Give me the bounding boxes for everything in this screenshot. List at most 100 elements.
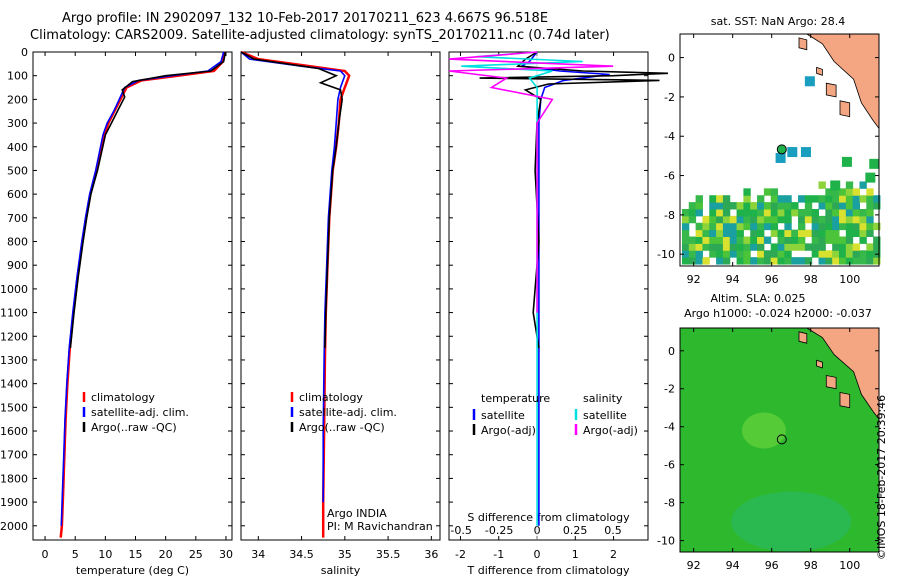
sst-pixel [852, 195, 860, 203]
x2-axis-label: S difference from climatology [467, 511, 630, 524]
sst-pixel [845, 181, 854, 189]
sst-pixel [695, 202, 703, 210]
sst-pixel [688, 243, 697, 251]
sst-pixel [832, 229, 840, 238]
legend-label: climatology [299, 391, 363, 404]
sst-pixel [736, 202, 744, 210]
sst-pixel [702, 257, 710, 265]
sst-pixel [722, 215, 731, 224]
sst-pixel [859, 229, 867, 238]
sst-pixel [832, 236, 840, 244]
x2-tick-label: 0.5 [604, 524, 622, 537]
sst-pixel [839, 222, 847, 231]
sst-pixel [784, 257, 792, 265]
x-tick-label: 2 [610, 548, 617, 561]
sst-pixel [832, 222, 840, 231]
sst-pixel [722, 195, 731, 203]
sst-pixel [716, 215, 724, 224]
lat-tick-label: -10 [657, 535, 675, 548]
sst-pixel [852, 229, 860, 238]
y-tick-label: 1100 [0, 307, 28, 320]
sst-pixel [818, 181, 826, 189]
sst-pixel [852, 250, 860, 258]
sst-pixel [777, 250, 785, 258]
y-tick-label: 1600 [0, 425, 28, 438]
sst-pixel [716, 229, 724, 238]
sst-pixel [784, 222, 792, 231]
sst-map-title: sat. SST: NaN Argo: 28.4 [711, 15, 845, 28]
sst-pixel [784, 195, 792, 203]
sst-pixel [839, 236, 847, 244]
sst-pixel [702, 229, 710, 238]
sst-pixel [709, 229, 717, 238]
sst-pixel [818, 202, 826, 210]
sst-pixel [841, 156, 852, 167]
x-tick-label: 20 [159, 548, 173, 561]
x-tick-label: -1 [493, 548, 504, 561]
sst-pixel [839, 188, 847, 196]
lon-tick-label: 98 [804, 273, 818, 286]
sst-pixel [811, 222, 820, 231]
plot-frame [32, 51, 233, 541]
sst-pixel [722, 202, 731, 210]
sst-pixel [688, 215, 697, 224]
sst-pixel [859, 215, 867, 224]
sst-pixel [763, 222, 772, 231]
sst-pixel [743, 222, 751, 231]
sst-pixel [873, 236, 881, 244]
sst-pixel [784, 208, 792, 217]
sst-pixel [763, 188, 772, 196]
sst-pixel [818, 229, 826, 238]
sst-pixel [845, 229, 854, 238]
sst-pixel [709, 202, 717, 210]
sst-pixel [804, 195, 813, 203]
sst-pixel [798, 222, 806, 231]
sst-pixel [852, 208, 860, 217]
sst-pixel [791, 243, 799, 251]
sst-pixel [709, 250, 717, 258]
lat-tick-label: 0 [668, 345, 675, 358]
legend-label: satellite [481, 409, 525, 422]
map-frame [679, 33, 880, 267]
sst-pixel [736, 250, 744, 258]
sst-pixel [722, 222, 731, 231]
sst-pixel [873, 257, 881, 265]
sst-pixel [757, 236, 765, 244]
sst-pixel [832, 208, 840, 217]
map-frame [679, 327, 880, 553]
sst-pixel [729, 222, 738, 231]
x-tick-label: 10 [98, 548, 112, 561]
sst-pixel [770, 250, 779, 258]
plot-frame [448, 51, 649, 541]
land-island [825, 375, 837, 390]
sst-pixel [763, 236, 772, 244]
lat-tick-label: -8 [664, 209, 675, 222]
legend-label: Argo(..raw -QC) [91, 421, 177, 434]
sst-pixel [695, 250, 703, 258]
sst-pixel [804, 202, 813, 210]
sst-pixel [830, 180, 841, 191]
sst-pixel [770, 215, 779, 224]
sst-pixel [709, 195, 717, 203]
sst-pixel [777, 229, 785, 238]
sst-pixel [770, 243, 779, 251]
sst-pixel [729, 202, 738, 210]
sst-pixel [688, 250, 697, 258]
sst-pixel [859, 181, 867, 189]
land-island [798, 37, 808, 51]
lat-tick-label: -4 [664, 130, 675, 143]
sst-pixel [736, 236, 744, 244]
sst-pixel [743, 208, 751, 217]
y-tick-label: 800 [7, 236, 28, 249]
sst-pixel [750, 208, 758, 217]
sst-pixel [757, 229, 765, 238]
sst-pixel [845, 250, 854, 258]
y-tick-label: 500 [7, 164, 28, 177]
y-tick-label: 1200 [0, 330, 28, 343]
y-tick-label: 600 [7, 188, 28, 201]
sst-pixel [845, 236, 854, 244]
sst-pixel [750, 229, 758, 238]
sst-pixel [716, 222, 724, 231]
lat-tick-label: -6 [664, 459, 675, 472]
